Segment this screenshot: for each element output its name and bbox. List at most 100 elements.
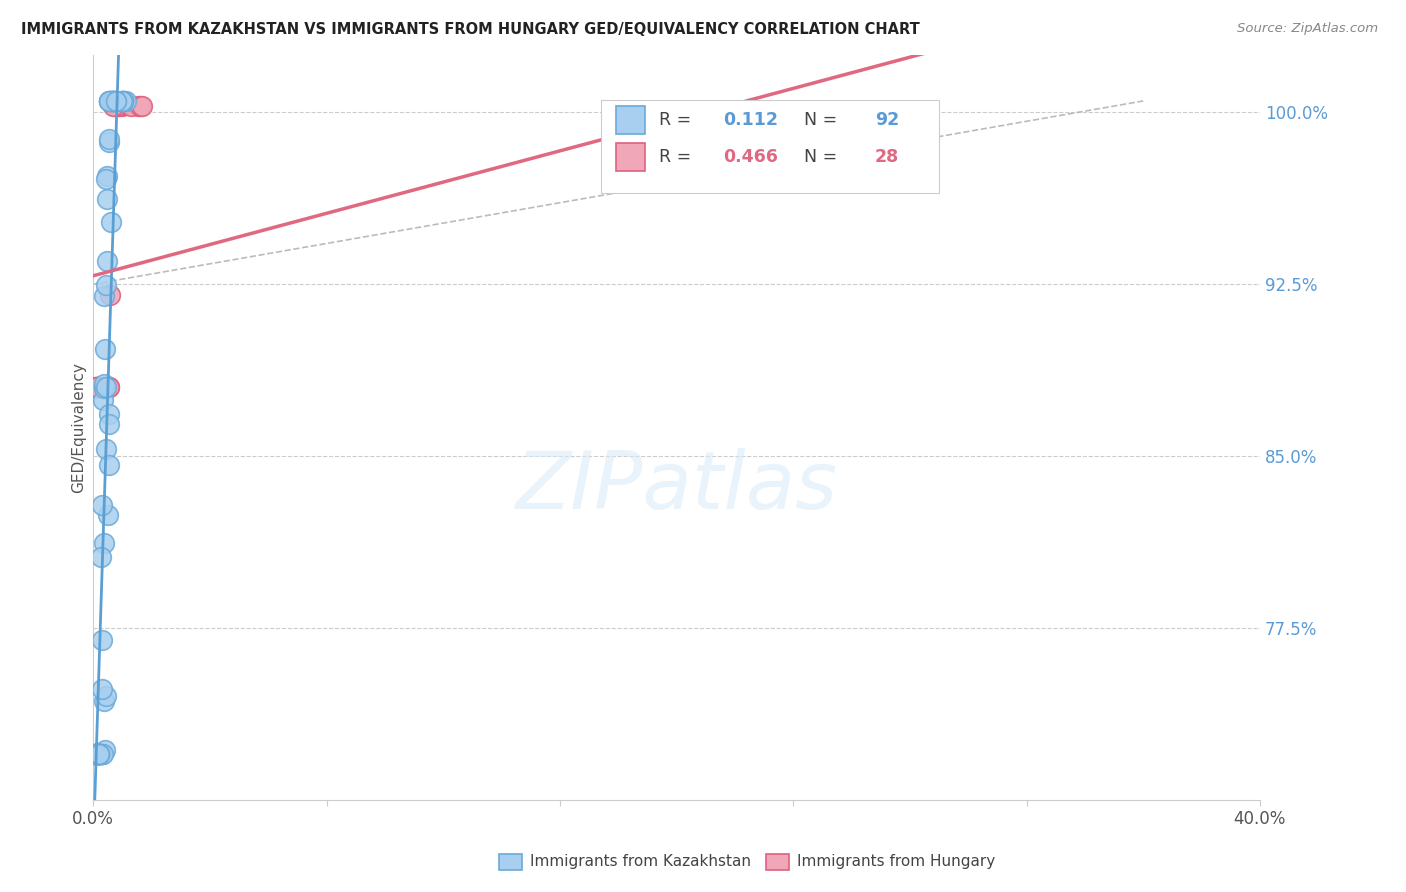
Point bbox=[104, 94, 127, 108]
Point bbox=[94, 380, 117, 394]
Point bbox=[96, 380, 118, 394]
Point bbox=[89, 747, 111, 761]
Point bbox=[111, 94, 134, 108]
Y-axis label: GED/Equivalency: GED/Equivalency bbox=[72, 362, 86, 492]
Point bbox=[87, 747, 110, 761]
Point bbox=[94, 442, 117, 456]
Point bbox=[87, 380, 110, 394]
Point bbox=[90, 380, 112, 394]
Point bbox=[103, 94, 125, 108]
Point bbox=[97, 94, 120, 108]
Point bbox=[105, 94, 128, 108]
Point bbox=[90, 550, 112, 565]
Point bbox=[103, 94, 125, 108]
Point bbox=[93, 289, 115, 303]
Point bbox=[112, 94, 135, 108]
Point bbox=[87, 747, 110, 761]
Point bbox=[87, 747, 110, 761]
Point bbox=[98, 132, 121, 146]
Point bbox=[110, 94, 132, 108]
Point bbox=[86, 747, 108, 761]
FancyBboxPatch shape bbox=[616, 106, 645, 134]
Point bbox=[87, 747, 110, 761]
Point bbox=[89, 747, 111, 761]
Point bbox=[100, 215, 122, 229]
Point bbox=[98, 417, 121, 431]
Text: R =: R = bbox=[659, 148, 697, 166]
Point bbox=[127, 98, 149, 112]
Point bbox=[98, 288, 121, 302]
Point bbox=[87, 747, 110, 761]
Point bbox=[98, 380, 121, 394]
Point bbox=[91, 747, 114, 761]
Point bbox=[101, 94, 124, 108]
Point bbox=[103, 94, 125, 108]
Point bbox=[103, 94, 125, 108]
Point bbox=[91, 682, 114, 697]
Point bbox=[87, 747, 110, 761]
Point bbox=[105, 94, 128, 108]
Point bbox=[105, 98, 128, 112]
Point bbox=[101, 94, 124, 108]
Point bbox=[97, 380, 120, 394]
Point bbox=[91, 392, 114, 407]
Point bbox=[104, 98, 127, 112]
Point bbox=[108, 98, 131, 112]
Point bbox=[87, 747, 110, 761]
Point bbox=[93, 694, 115, 708]
Point bbox=[84, 747, 107, 761]
Point bbox=[105, 94, 128, 108]
Point bbox=[112, 94, 135, 108]
Point bbox=[91, 633, 114, 648]
Point bbox=[111, 98, 134, 112]
Text: Immigrants from Kazakhstan: Immigrants from Kazakhstan bbox=[530, 855, 751, 869]
Point bbox=[129, 98, 152, 112]
Point bbox=[84, 747, 107, 761]
FancyBboxPatch shape bbox=[616, 143, 645, 171]
Point bbox=[107, 98, 129, 112]
Point bbox=[98, 135, 121, 149]
Point bbox=[97, 94, 120, 108]
Point bbox=[101, 98, 124, 112]
Point bbox=[87, 747, 110, 761]
Text: N =: N = bbox=[793, 148, 844, 166]
Point bbox=[93, 343, 115, 357]
Point bbox=[83, 747, 105, 761]
Text: 0.112: 0.112 bbox=[723, 111, 778, 129]
Point bbox=[104, 98, 127, 112]
Point bbox=[89, 380, 111, 394]
Point bbox=[87, 747, 110, 761]
Point bbox=[84, 380, 107, 394]
Point bbox=[83, 747, 105, 761]
Point bbox=[91, 747, 114, 761]
Text: Source: ZipAtlas.com: Source: ZipAtlas.com bbox=[1237, 22, 1378, 36]
Text: N =: N = bbox=[793, 111, 844, 129]
Point bbox=[84, 747, 107, 761]
Point bbox=[87, 380, 110, 394]
Text: 0.466: 0.466 bbox=[723, 148, 778, 166]
Point bbox=[98, 407, 121, 421]
Text: Immigrants from Hungary: Immigrants from Hungary bbox=[797, 855, 995, 869]
Point bbox=[89, 747, 111, 761]
Point bbox=[131, 98, 153, 112]
Point bbox=[97, 94, 120, 108]
Point bbox=[93, 536, 115, 550]
Point bbox=[83, 747, 105, 761]
Point bbox=[90, 747, 112, 761]
Point bbox=[89, 747, 111, 761]
Point bbox=[100, 94, 122, 108]
Point bbox=[97, 94, 120, 108]
Point bbox=[93, 743, 115, 757]
Point bbox=[90, 747, 112, 761]
Point bbox=[91, 380, 114, 394]
Point bbox=[101, 94, 124, 108]
Point bbox=[83, 747, 105, 761]
Point bbox=[87, 747, 110, 761]
Text: 92: 92 bbox=[875, 111, 898, 129]
Point bbox=[96, 169, 118, 183]
Point bbox=[93, 381, 115, 395]
Point bbox=[94, 172, 117, 186]
Point bbox=[869, 110, 891, 124]
Point bbox=[86, 747, 108, 761]
Point bbox=[86, 747, 108, 761]
